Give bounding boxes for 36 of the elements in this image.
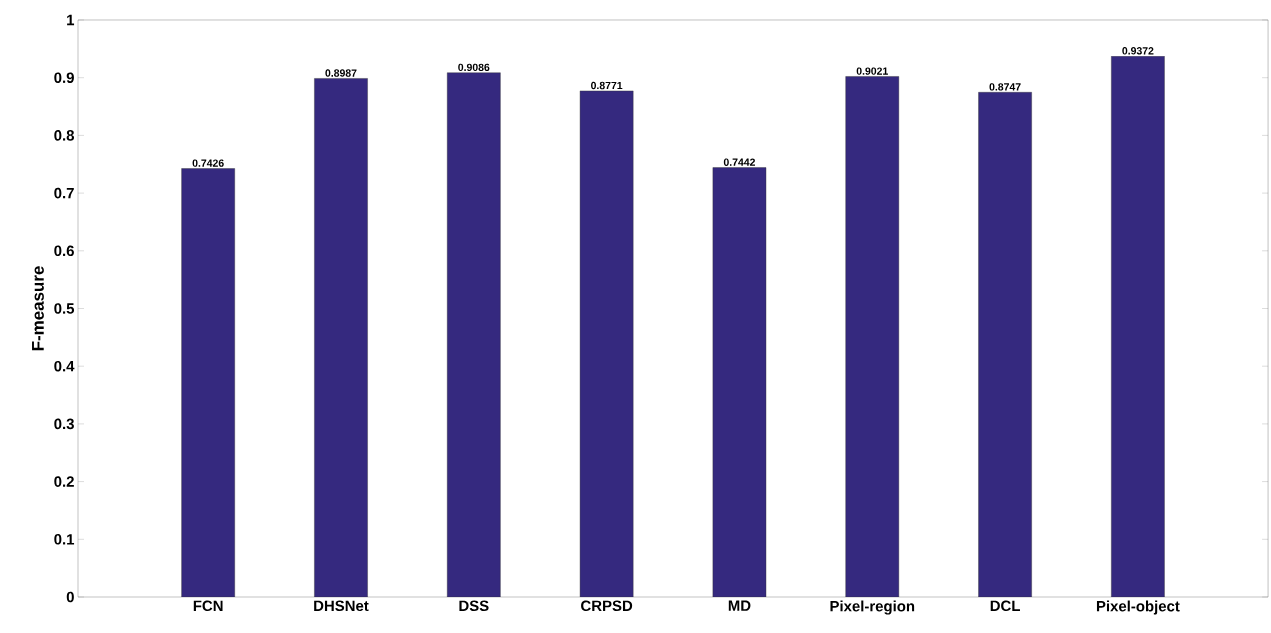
x-tick-label: Pixel-object (1096, 600, 1180, 615)
y-tick-label: 0.8 (54, 130, 75, 141)
y-tick-label: 0 (66, 591, 74, 603)
x-tick-label: Pixel-region (830, 600, 915, 615)
bar (181, 168, 235, 597)
y-tick-label: 0.5 (54, 303, 75, 314)
y-axis-title: F-measure (32, 266, 44, 351)
data-label: 0.7426 (192, 159, 224, 167)
data-label: 0.9021 (856, 67, 888, 75)
bar (978, 92, 1032, 597)
y-tick-label: 0.9 (54, 72, 74, 83)
x-tick-label: DHSNet (314, 600, 369, 612)
data-label: 0.9086 (458, 63, 490, 72)
x-tick-label: DCL (990, 600, 1020, 612)
bar (579, 90, 634, 597)
bar (712, 167, 767, 597)
y-tick-label: 0.4 (54, 360, 75, 372)
y-tick-label: 0.2 (54, 476, 74, 487)
data-label: 0.8987 (325, 69, 357, 77)
y-tick-label: 1 (67, 14, 75, 26)
bar (314, 78, 368, 597)
bar (845, 76, 900, 597)
x-tick-label: CRPSD (581, 600, 633, 612)
y-tick-label: 0.1 (54, 534, 75, 545)
data-label: 0.8747 (989, 83, 1021, 91)
y-tick-label: 0.6 (54, 245, 74, 257)
data-label: 0.9372 (1122, 47, 1154, 55)
data-label: 0.7442 (723, 158, 756, 166)
x-tick-label: FCN (193, 600, 223, 612)
bar (447, 72, 501, 597)
bar (1111, 56, 1165, 597)
x-tick-label: MD (728, 600, 751, 611)
y-tick-label: 0.3 (54, 418, 74, 430)
x-tick-label: DSS (459, 600, 489, 612)
y-tick-label: 0.7 (54, 187, 74, 199)
data-label: 0.8771 (591, 81, 623, 90)
